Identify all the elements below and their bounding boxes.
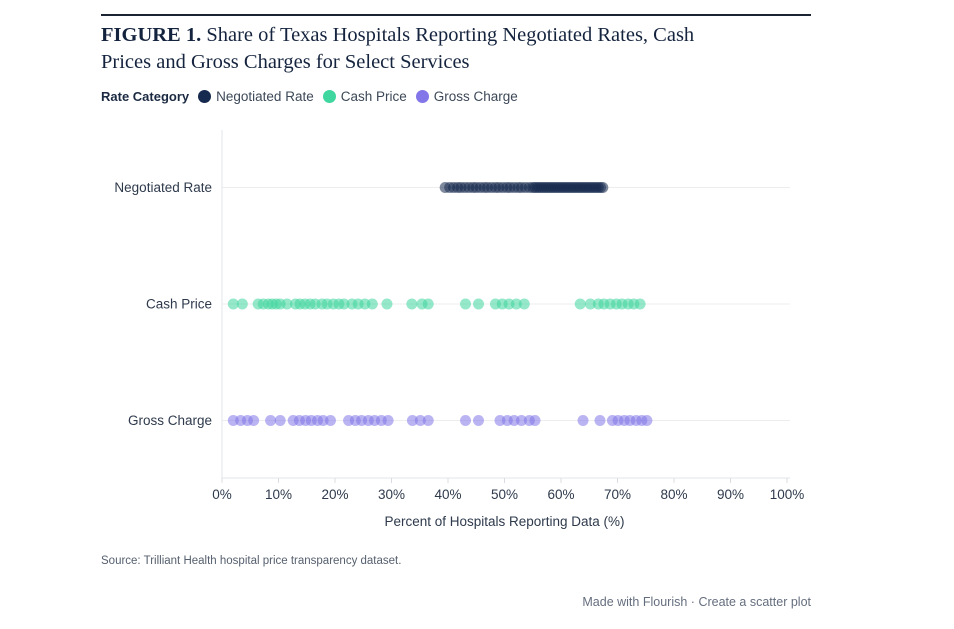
create-scatter-plot-link[interactable]: Create a scatter plot [698,595,811,609]
title-line-2: Prices and Gross Charges for Select Serv… [101,50,470,73]
data-point-gross-charge[interactable] [577,415,589,426]
data-point-cash-price[interactable] [574,298,586,310]
y-category-label-negotiated-rate: Negotiated Rate [114,180,212,195]
made-with-flourish-link[interactable]: Made with Flourish [582,595,688,609]
legend: Rate Category Negotiated Rate Cash Price… [101,89,518,104]
data-point-gross-charge[interactable] [406,415,418,426]
title-text-1: Share of Texas Hospitals Reporting Negot… [206,24,695,46]
x-tick-label: 80% [660,487,687,502]
data-point-cash-price[interactable] [406,298,418,310]
legend-label: Gross Charge [433,89,518,104]
data-point-gross-charge[interactable] [460,415,472,426]
page-title: FIGURE 1. Share of Texas Hospitals Repor… [101,22,817,75]
x-tick-label: 30% [378,487,405,502]
data-point-gross-charge[interactable] [324,415,336,426]
negotiated-rate-dot-icon [198,90,212,103]
data-point-gross-charge[interactable] [473,415,485,426]
data-point-cash-price[interactable] [518,298,530,310]
data-point-cash-price[interactable] [227,298,239,310]
data-point-gross-charge[interactable] [594,415,606,426]
data-point-cash-price[interactable] [281,298,293,310]
x-tick-label: 90% [717,487,744,502]
title-line-1: FIGURE 1. Share of Texas Hospitals Repor… [101,22,817,49]
data-point-gross-charge[interactable] [274,415,286,426]
legend-item-negotiated-rate[interactable]: Negotiated Rate [198,89,314,104]
x-tick-label: 10% [265,487,292,502]
legend-label: Negotiated Rate [216,89,314,104]
flourish-credit: Made with Flourish · Create a scatter pl… [582,595,811,609]
data-point-negotiated-rate[interactable] [597,182,609,193]
data-point-cash-price[interactable] [510,298,522,310]
data-point-gross-charge[interactable] [515,415,527,426]
data-point-gross-charge[interactable] [382,415,394,426]
data-point-gross-charge[interactable] [641,415,653,426]
data-point-cash-price[interactable] [381,298,393,310]
figure-label: FIGURE 1. [101,24,202,46]
data-point-gross-charge[interactable] [265,415,277,426]
data-point-gross-charge[interactable] [248,415,260,426]
x-tick-label: 60% [547,487,574,502]
x-tick-label: 50% [491,487,518,502]
data-point-cash-price[interactable] [460,298,472,310]
x-tick-label: 100% [770,487,805,502]
y-category-label-cash-price: Cash Price [146,297,212,312]
data-point-cash-price[interactable] [422,298,434,310]
cash-price-dot-icon [322,90,336,103]
credit-separator: · [690,595,695,609]
x-axis-title: Percent of Hospitals Reporting Data (%) [384,514,624,529]
data-point-cash-price[interactable] [473,298,485,310]
x-tick-label: 70% [604,487,631,502]
title-top-rule [101,14,811,16]
x-tick-label: 20% [321,487,348,502]
legend-label: Cash Price [340,89,407,104]
data-point-cash-price[interactable] [366,298,378,310]
source-note: Source: Trilliant Health hospital price … [101,555,402,567]
legend-title: Rate Category [101,89,190,104]
data-point-cash-price[interactable] [338,298,350,310]
legend-item-gross-charge[interactable]: Gross Charge [415,89,518,104]
data-point-gross-charge[interactable] [422,415,434,426]
data-point-cash-price[interactable] [584,298,596,310]
y-category-label-gross-charge: Gross Charge [128,413,212,428]
data-point-gross-charge[interactable] [414,415,426,426]
x-tick-label: 40% [434,487,461,502]
data-point-cash-price[interactable] [634,298,646,310]
legend-item-cash-price[interactable]: Cash Price [322,89,407,104]
gross-charge-dot-icon [415,90,429,103]
data-point-cash-price[interactable] [236,298,248,310]
data-point-gross-charge[interactable] [529,415,541,426]
x-tick-label: 0% [212,487,232,502]
